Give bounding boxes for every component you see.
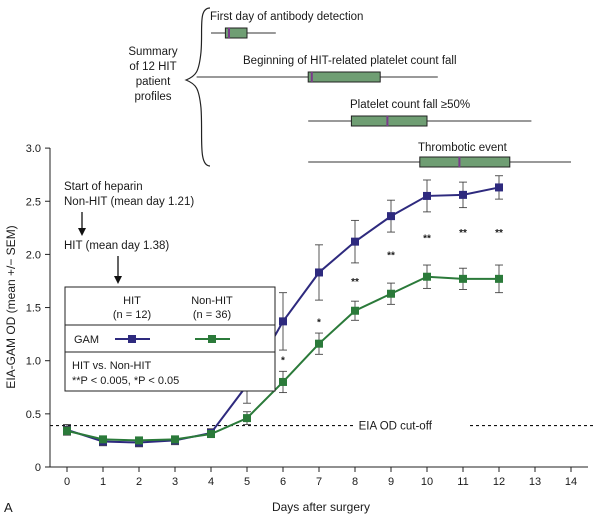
y-tick-label: 1.5 bbox=[26, 303, 41, 315]
heparin-start-line-1: Start of heparin bbox=[64, 181, 143, 193]
summary-line-1: Summary bbox=[128, 46, 177, 58]
x-tick-label: 0 bbox=[64, 476, 70, 488]
series-non-hit bbox=[63, 264, 503, 445]
y-ticks: 0 0.5 1.0 1.5 2.0 2.5 3.0 bbox=[26, 143, 50, 474]
data-point-hit bbox=[351, 237, 359, 246]
data-point-hit bbox=[423, 191, 431, 200]
patient-profiles: First day of antibody detection Beginning… bbox=[196, 11, 571, 168]
y-tick-label: 0.5 bbox=[26, 409, 41, 421]
heparin-start-line-2: Non-HIT (mean day 1.21) bbox=[64, 196, 194, 208]
legend-col-hit-n: (n = 12) bbox=[113, 309, 151, 321]
cutoff-line: EIA OD cut-off bbox=[50, 417, 593, 434]
cutoff-label-bg bbox=[355, 417, 467, 434]
y-axis-title: EIA-GAM OD (mean +/− SEM) bbox=[4, 225, 18, 388]
x-tick-label: 5 bbox=[244, 476, 250, 488]
data-point-non-hit bbox=[99, 435, 107, 444]
summary-line-4: profiles bbox=[134, 91, 171, 103]
legend-col-hit: HIT bbox=[123, 295, 141, 307]
data-point-hit bbox=[459, 190, 467, 199]
profile-box bbox=[224, 27, 248, 39]
profile-row: Thrombotic event bbox=[308, 142, 571, 168]
data-point-non-hit bbox=[243, 414, 251, 423]
significance-marker: ** bbox=[423, 233, 431, 244]
legend-test-label: HIT vs. Non-HIT bbox=[72, 360, 152, 372]
profile-label: Beginning of HIT-related platelet count … bbox=[243, 55, 457, 67]
hit-start-label: HIT (mean day 1.38) bbox=[64, 240, 169, 252]
data-point-non-hit bbox=[387, 289, 395, 298]
x-tick-label: 1 bbox=[100, 476, 106, 488]
summary-brace-path bbox=[184, 7, 211, 167]
data-point-non-hit bbox=[495, 274, 503, 283]
legend-col-nonhit: Non-HIT bbox=[191, 295, 233, 307]
y-tick-label: 2.0 bbox=[26, 249, 41, 261]
y-tick-label: 1.0 bbox=[26, 356, 41, 368]
data-point-non-hit bbox=[423, 272, 431, 281]
y-tick-label: 3.0 bbox=[26, 143, 41, 155]
data-point-non-hit bbox=[459, 274, 467, 283]
legend-row-gam: GAM bbox=[74, 334, 99, 346]
x-tick-label: 2 bbox=[136, 476, 142, 488]
significance-marker: * bbox=[281, 356, 285, 367]
data-point-non-hit bbox=[207, 430, 215, 439]
data-point-non-hit bbox=[135, 436, 143, 445]
data-point-hit bbox=[495, 183, 503, 192]
panel-label: A bbox=[4, 500, 13, 515]
x-tick-label: 4 bbox=[208, 476, 214, 488]
heparin-arrowhead-1 bbox=[78, 228, 86, 236]
x-tick-label: 11 bbox=[457, 476, 468, 488]
axes: 0 1 2 3 4 5 6 7 8 9 10 11 12 13 14 00.51.01.52.02.53.0… bbox=[4, 143, 588, 515]
x-tick-label: 7 bbox=[316, 476, 322, 488]
data-point-non-hit bbox=[351, 306, 359, 315]
x-axis-title: Days after surgery bbox=[272, 500, 370, 514]
y-tick-label: 2.5 bbox=[26, 196, 41, 208]
y-tick-label: 0 bbox=[35, 462, 41, 474]
data-point-hit bbox=[315, 268, 323, 277]
significance-marker: ** bbox=[459, 228, 467, 239]
x-tick-label: 14 bbox=[565, 476, 577, 488]
profile-row: Beginning of HIT-related platelet count … bbox=[196, 55, 457, 83]
profile-label: Platelet count fall ≥50% bbox=[350, 99, 470, 111]
data-point-non-hit bbox=[279, 377, 287, 386]
summary-brace: Summary of 12 HIT patient profiles bbox=[128, 7, 211, 167]
legend-nonhit-swatch bbox=[195, 335, 230, 343]
heparin-arrowhead-2 bbox=[114, 276, 122, 284]
legend-col-nonhit-n: (n = 36) bbox=[193, 309, 231, 321]
x-tick-label: 8 bbox=[352, 476, 358, 488]
profile-label: First day of antibody detection bbox=[210, 11, 363, 23]
profile-row: Platelet count fall ≥50% bbox=[308, 99, 532, 127]
data-point-hit bbox=[387, 212, 395, 221]
profile-row: First day of antibody detection bbox=[210, 11, 363, 39]
x-ticks: 0 1 2 3 4 5 6 7 8 9 10 11 12 13 14 bbox=[64, 467, 577, 488]
legend-box: HIT (n = 12) Non-HIT (n = 36) GAM HIT vs… bbox=[64, 286, 276, 392]
x-tick-label: 10 bbox=[421, 476, 433, 488]
profile-box bbox=[350, 115, 428, 127]
data-point-non-hit bbox=[171, 435, 179, 444]
summary-line-3: patient bbox=[136, 76, 171, 88]
series bbox=[63, 175, 503, 448]
significance-marker: * bbox=[317, 317, 321, 328]
x-tick-label: 12 bbox=[493, 476, 505, 488]
significance-marker: ** bbox=[495, 228, 503, 239]
cutoff-label: EIA OD cut-off bbox=[359, 421, 433, 433]
data-point-non-hit bbox=[315, 339, 323, 348]
profile-label: Thrombotic event bbox=[418, 142, 508, 154]
significance-markers: ******** ** ** bbox=[281, 228, 503, 367]
data-point-non-hit bbox=[63, 426, 71, 435]
x-tick-label: 6 bbox=[280, 476, 286, 488]
significance-marker: ** bbox=[351, 277, 359, 288]
legend-p-values: **P < 0.005, *P < 0.05 bbox=[72, 375, 179, 387]
x-tick-label: 3 bbox=[172, 476, 178, 488]
heparin-annotations: Start of heparin Non-HIT (mean day 1.21)… bbox=[64, 181, 194, 284]
legend-hit-swatch bbox=[115, 335, 150, 343]
profile-box bbox=[419, 156, 511, 168]
x-tick-label: 9 bbox=[388, 476, 394, 488]
legend-frame bbox=[64, 286, 276, 392]
x-tick-label: 13 bbox=[529, 476, 541, 488]
data-point-hit bbox=[279, 317, 287, 326]
significance-marker: ** bbox=[387, 250, 395, 261]
profile-box bbox=[307, 71, 381, 83]
summary-line-2: of 12 HIT bbox=[129, 61, 176, 73]
